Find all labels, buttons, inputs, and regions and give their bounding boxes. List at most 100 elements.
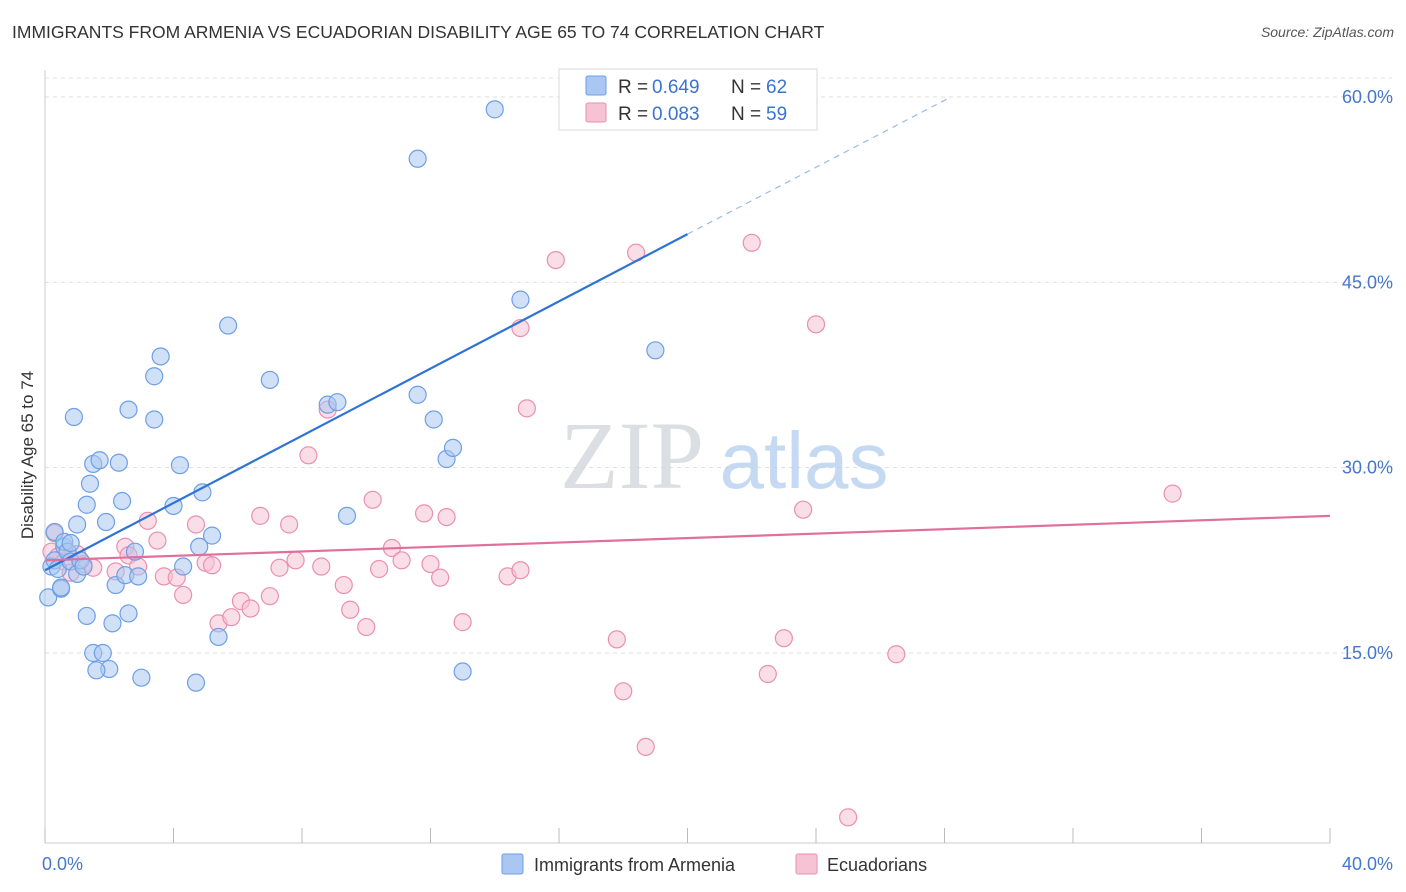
armenia-point <box>408 385 427 404</box>
x-tick-label-min: 0.0% <box>42 854 83 874</box>
armenia-point <box>77 495 96 514</box>
armenia-point <box>151 347 170 366</box>
armenia-point <box>93 643 112 663</box>
ecuadorians-point <box>280 515 299 534</box>
legend-r-value-armenia: 0.649 <box>652 77 700 98</box>
ecuadorians-point <box>312 557 331 576</box>
armenia-point <box>64 407 84 427</box>
ecuadorians-point <box>357 617 376 637</box>
ecuadorians-point <box>341 600 360 619</box>
axes <box>44 70 1331 844</box>
armenia-point <box>80 474 100 493</box>
ecuadorians-point <box>148 531 167 550</box>
y-tick-label: 30.0% <box>1342 458 1393 478</box>
armenia-point <box>174 557 193 576</box>
armenia-point <box>109 453 128 472</box>
armenia-point <box>219 316 238 335</box>
legend-n-value-ecuadorians: 59 <box>766 104 787 125</box>
ecuadorians-point <box>286 551 305 570</box>
armenia-point <box>443 438 463 457</box>
armenia-point <box>408 149 427 168</box>
legend-n-value-armenia: 62 <box>766 77 787 98</box>
y-tick-label: 45.0% <box>1342 272 1393 292</box>
ecuadorians-point <box>1163 484 1182 503</box>
armenia-point <box>145 367 164 386</box>
armenia-trend-extension <box>687 96 952 235</box>
ecuadorians-point <box>222 608 241 627</box>
ecuadorians-point <box>607 630 626 649</box>
tick-labels: 15.0% 30.0% 45.0% 60.0% 0.0% 40.0% <box>42 87 1393 874</box>
ecuadorians-point <box>392 551 411 570</box>
ecuadorians-point <box>174 585 193 605</box>
x-tick-label-max: 40.0% <box>1342 854 1393 874</box>
armenia-point <box>193 483 212 502</box>
armenia-point <box>170 456 190 475</box>
ecuadorians-point <box>414 504 434 523</box>
armenia-point <box>511 290 530 309</box>
ecuadorians-point <box>186 515 206 534</box>
ecuadorians-point <box>437 507 456 527</box>
armenia-point <box>61 533 80 553</box>
armenia-point <box>202 526 222 545</box>
ecuadorians-point <box>774 629 793 648</box>
armenia-point <box>119 400 138 419</box>
ecuadorians-point <box>517 399 536 418</box>
armenia-point <box>90 451 109 470</box>
armenia-point <box>209 627 228 647</box>
y-axis-label: Disability Age 65 to 74 <box>18 371 37 539</box>
legend-swatch-armenia <box>585 75 607 96</box>
legend-n-label-armenia: N = <box>731 77 761 98</box>
armenia-point <box>119 604 138 623</box>
ecuadorians-point <box>758 664 777 684</box>
legend-n-label-ecuadorians: N = <box>731 104 761 125</box>
armenia-point <box>145 410 164 429</box>
trendlines <box>44 96 1331 572</box>
ecuadorians-point <box>363 490 382 509</box>
legend-r-label-armenia: R = <box>618 77 648 98</box>
watermark-zip: ZIP <box>560 402 704 509</box>
armenia-point <box>96 512 116 532</box>
armenia-point <box>328 393 347 412</box>
armenia-point <box>132 668 151 687</box>
gridlines <box>45 77 1392 654</box>
legend-swatch-ecuadorians <box>585 102 607 123</box>
armenia-trend-line <box>44 233 689 572</box>
y-tick-label: 60.0% <box>1342 87 1393 107</box>
armenia-point <box>125 542 145 561</box>
bottom-legend-swatch-ecuadorians <box>795 853 818 875</box>
ecuadorians-point <box>241 599 260 618</box>
armenia-point <box>39 588 58 607</box>
legend-r-value-ecuadorians: 0.083 <box>652 104 700 125</box>
armenia-point <box>87 661 106 680</box>
bottom-legend-armenia: Immigrants from Armenia <box>534 855 736 875</box>
ecuadorians-point <box>251 506 270 525</box>
source-credit: Source: ZipAtlas.com <box>1260 24 1394 40</box>
ecuadorians-point <box>546 250 565 270</box>
legend-r-label-ecuadorians: R = <box>618 104 648 125</box>
armenia-point <box>51 578 71 597</box>
ecuadorians-point <box>299 446 318 465</box>
watermark-atlas: atlas <box>720 416 889 505</box>
ecuadorians-point <box>370 559 389 579</box>
ecuadorians-point <box>260 587 279 606</box>
ecuadorians-point <box>806 315 826 334</box>
ecuadorians-point <box>839 808 858 827</box>
ecuadorians-point <box>511 561 530 580</box>
armenia-point <box>103 614 122 633</box>
armenia-points <box>39 100 665 692</box>
armenia-point <box>337 506 357 525</box>
ecuadorians-point <box>636 737 655 757</box>
series-legend: Immigrants from Armenia Ecuadorians <box>501 853 927 875</box>
ecuadorians-point <box>334 575 353 595</box>
armenia-point <box>424 410 443 429</box>
chart-title: IMMIGRANTS FROM ARMENIA VS ECUADORIAN DI… <box>12 22 825 42</box>
ecuadorians-point <box>453 613 472 632</box>
armenia-point <box>77 606 96 626</box>
armenia-point <box>186 673 206 692</box>
armenia-point <box>485 100 504 119</box>
y-tick-label: 15.0% <box>1342 643 1393 663</box>
ecuadorians-point <box>270 558 289 577</box>
ecuadorians-point <box>794 500 813 519</box>
armenia-point <box>646 341 665 360</box>
armenia-point <box>74 557 93 576</box>
